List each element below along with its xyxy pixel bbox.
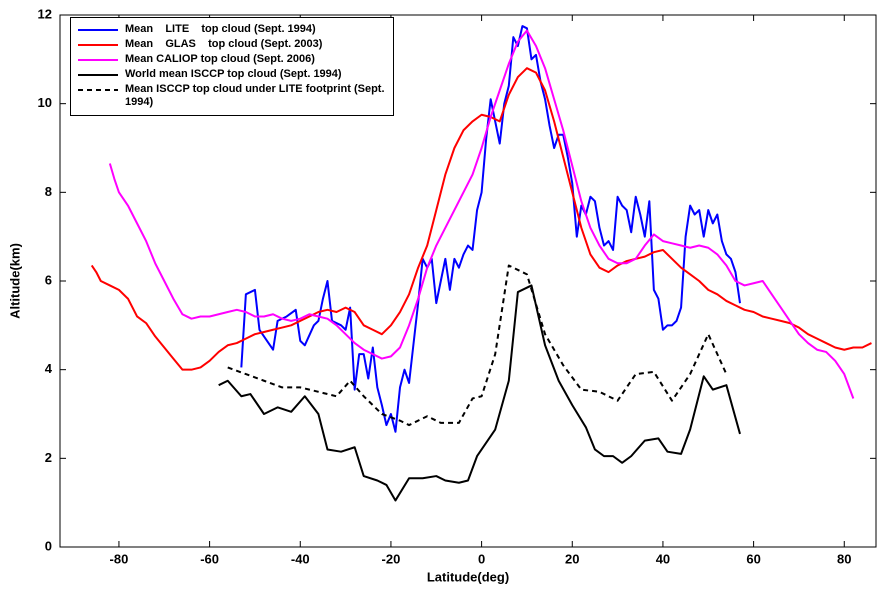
legend-swatch [78,29,118,31]
y-tick-label: 8 [45,184,52,199]
x-tick-label: 0 [478,551,485,566]
legend-swatch [78,59,118,61]
legend-entry: Mean ISCCP top cloud under LITE footprin… [77,83,387,109]
legend-label: Mean ISCCP top cloud under LITE footprin… [125,83,388,108]
series-line [90,67,872,371]
legend-swatch [78,74,118,76]
x-axis-label: Latitude(deg) [427,569,509,584]
legend-swatch [78,89,118,91]
x-tick-label: -60 [200,551,219,566]
legend-entry: Mean CALIOP top cloud (Sept. 2006) [77,53,387,66]
series-line [108,29,855,399]
y-tick-label: 12 [38,6,52,21]
y-tick-label: 6 [45,272,52,287]
legend-entry: World mean ISCCP top cloud (Sept. 1994) [77,68,387,81]
series-line [240,25,741,433]
plot-frame [59,14,877,548]
x-tick-label: 60 [746,551,760,566]
x-tick-label: 80 [837,551,851,566]
x-tick-label: 20 [565,551,579,566]
x-tick-label: 40 [656,551,670,566]
y-tick-label: 10 [38,95,52,110]
y-tick-label: 4 [45,361,53,376]
x-tick-label: -20 [382,551,401,566]
series-line [227,264,728,427]
x-tick-label: -80 [110,551,129,566]
y-tick-label: 0 [45,538,52,553]
legend-label: Mean GLAS top cloud (Sept. 2003) [125,38,323,50]
legend-label: Mean CALIOP top cloud (Sept. 2006) [125,53,315,65]
legend-swatch [78,44,118,46]
series-line [218,284,741,502]
legend-entry: Mean LITE top cloud (Sept. 1994) [77,23,387,36]
y-axis-label: Altitude(km) [7,243,22,319]
x-tick-label: -40 [291,551,310,566]
legend-entry: Mean GLAS top cloud (Sept. 2003) [77,38,387,51]
y-tick-label: 2 [45,450,52,465]
legend-label: World mean ISCCP top cloud (Sept. 1994) [125,68,342,80]
legend-label: Mean LITE top cloud (Sept. 1994) [125,23,316,35]
legend: Mean LITE top cloud (Sept. 1994) Mean GLA… [70,17,394,116]
